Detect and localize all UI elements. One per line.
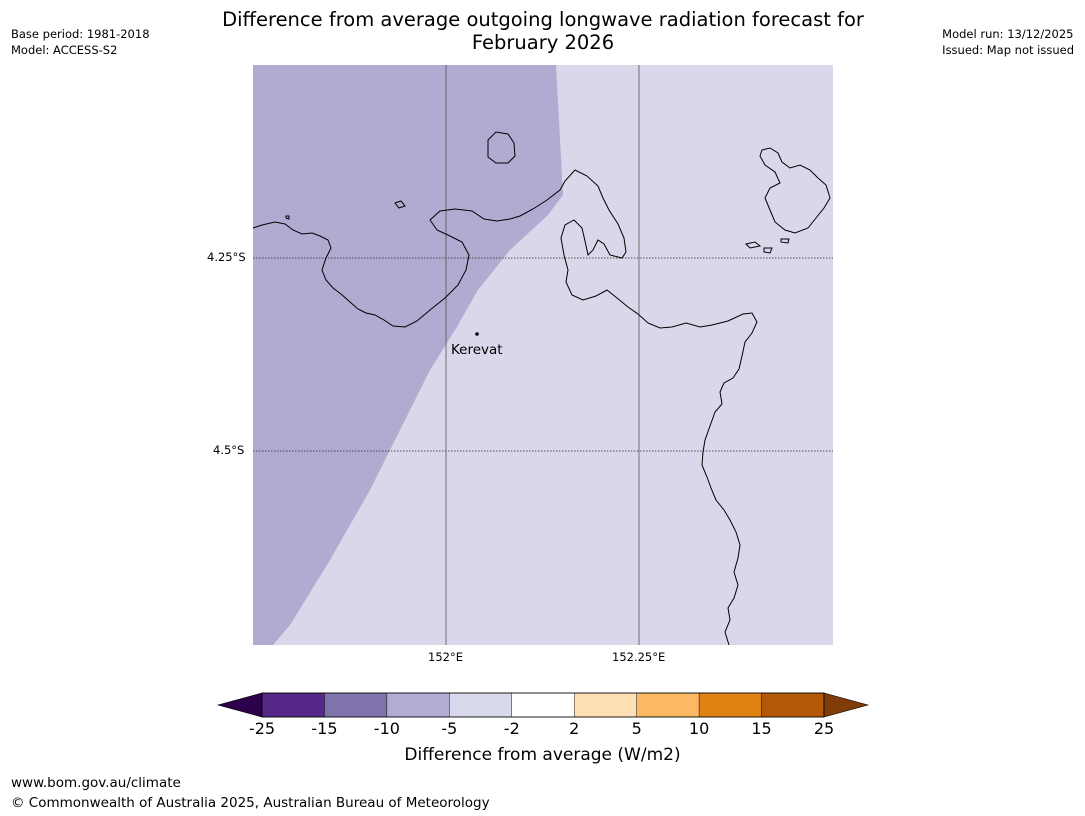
- colorbar-segment: [636, 692, 700, 718]
- colorbar-tick-label: -5: [441, 719, 458, 738]
- lon-label-152: 152°E: [428, 650, 463, 664]
- islet-a: [394, 200, 406, 209]
- colorbar-segment: [574, 692, 637, 718]
- lat-label-4-5: 4.5°S: [213, 443, 245, 457]
- map-title: Difference from average outgoing longwav…: [160, 8, 926, 54]
- footer-copyright: © Commonwealth of Australia 2025, Austra…: [11, 795, 490, 811]
- title-line1: Difference from average outgoing longwav…: [222, 8, 864, 31]
- colorbar-segment: [761, 692, 825, 718]
- islet-c: [745, 241, 762, 249]
- title-line2: February 2026: [471, 31, 615, 54]
- issued-status: Issued: Map not issued: [942, 43, 1074, 57]
- colorbar-tick-label: 5: [631, 719, 642, 738]
- colorbar-segment: [698, 692, 762, 718]
- islet-b: [285, 215, 290, 220]
- colorbar-outline: [261, 692, 825, 718]
- model-name: Model: ACCESS-S2: [11, 43, 118, 57]
- meta-right: Model run: 13/12/2025 Issued: Map not is…: [942, 26, 1074, 58]
- colorbar-tick-label: 10: [688, 719, 710, 738]
- island-north: [487, 131, 516, 164]
- colorbar-extend-low: [216, 692, 263, 718]
- colorbar: [216, 692, 870, 718]
- islet-d: [763, 247, 773, 254]
- kerevat-marker: [475, 332, 479, 336]
- meta-left: Base period: 1981-2018 Model: ACCESS-S2: [11, 26, 150, 58]
- place-label-kerevat: Kerevat: [451, 342, 503, 358]
- model-run: Model run: 13/12/2025: [942, 27, 1074, 41]
- colorbar-tick-label: -25: [248, 719, 276, 738]
- islands-east: [759, 147, 831, 234]
- colorbar-tick-label: 2: [569, 719, 580, 738]
- colorbar-tick-label: 15: [751, 719, 772, 738]
- colorbar-tick-label: -2: [503, 719, 520, 738]
- colorbar-segment: [511, 692, 575, 718]
- footer-url: www.bom.gov.au/climate: [11, 775, 181, 791]
- colorbar-segment: [386, 692, 450, 718]
- lon-label-152-25: 152.25°E: [612, 650, 666, 664]
- region-dark: [253, 65, 563, 645]
- colorbar-title: Difference from average (W/m2): [404, 745, 681, 765]
- lat-label-4-25: 4.25°S: [207, 250, 246, 264]
- islet-e: [780, 238, 790, 244]
- base-period: Base period: 1981-2018: [11, 27, 150, 41]
- colorbar-segment: [261, 692, 325, 718]
- colorbar-tick-label: 25: [813, 719, 835, 738]
- colorbar-tick-label: -10: [373, 719, 400, 738]
- colorbar-segment: [449, 692, 512, 718]
- colorbar-segment: [324, 692, 388, 718]
- colorbar-tick-label: -15: [311, 719, 338, 738]
- colorbar-extend-high: [823, 692, 870, 718]
- coastline-west: [252, 169, 758, 646]
